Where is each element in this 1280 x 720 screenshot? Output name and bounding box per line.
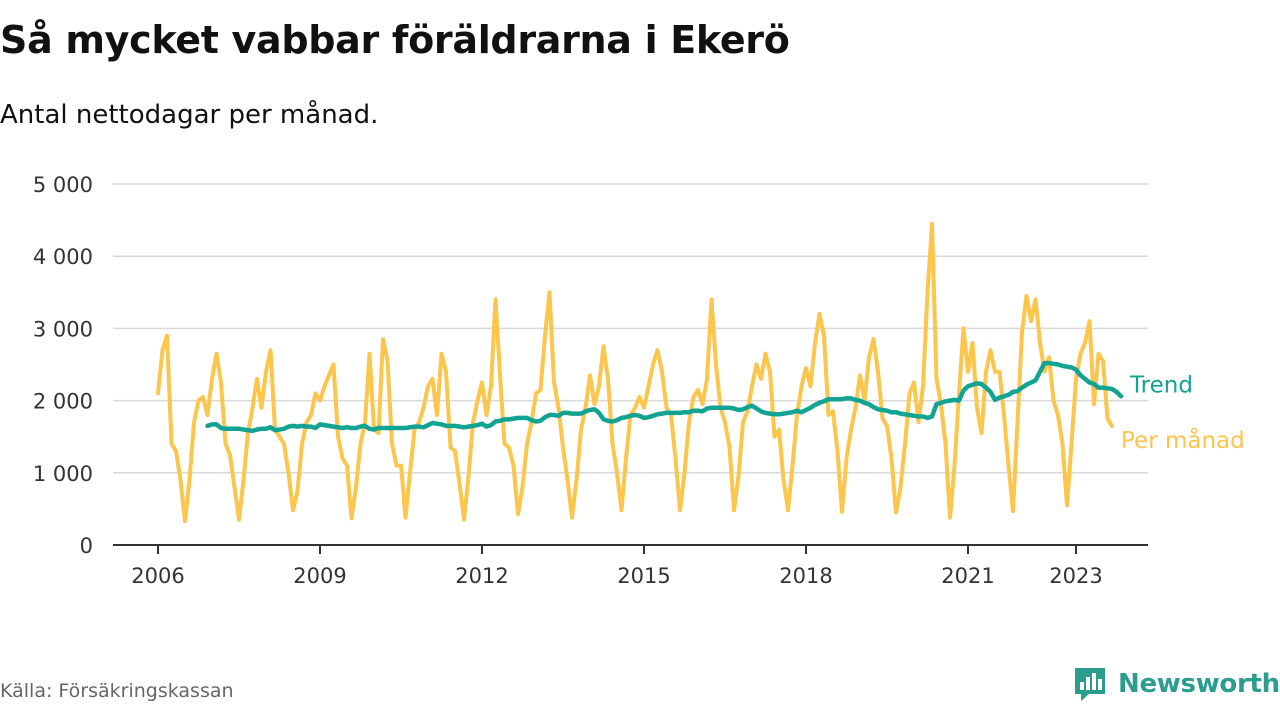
x-tick-label: 2015	[617, 564, 670, 588]
brand-name: Newsworthy	[1118, 669, 1280, 699]
y-tick-label: 3 000	[33, 317, 93, 341]
y-tick-label: 1 000	[33, 462, 93, 486]
trend-series-line	[205, 360, 1124, 434]
monthly-series-line	[156, 221, 1114, 524]
monthly-label: Per månad	[1121, 426, 1245, 454]
x-tick-label: 2012	[455, 564, 508, 588]
trend-label: Trend	[1129, 372, 1193, 398]
x-tick-label: 2006	[131, 564, 184, 588]
y-tick-label: 4 000	[33, 245, 93, 269]
x-tick-label: 2023	[1049, 564, 1102, 588]
y-tick-label: 5 000	[33, 173, 93, 197]
series-labels: Per månad Trend	[1121, 372, 1245, 454]
y-axis-ticks: 0 1 000 2 000 3 000 4 000 5 000	[33, 173, 93, 558]
x-tick-label: 2018	[779, 564, 832, 588]
bar-chart-speech-bubble-icon	[1075, 668, 1105, 701]
series-lines	[156, 221, 1124, 524]
x-tick-label: 2021	[941, 564, 994, 588]
brand-logo[interactable]: Newsworthy	[1072, 664, 1280, 704]
source-note: Källa: Försäkringskassan	[0, 680, 234, 702]
y-tick-label: 2 000	[33, 390, 93, 414]
x-tick-label: 2009	[293, 564, 346, 588]
y-tick-label: 0	[80, 534, 93, 558]
x-axis: 2006 2009 2012 2015 2018 2021 2023	[113, 544, 1148, 588]
chart-subtitle: Antal nettodagar per månad.	[0, 100, 379, 130]
chart-title: Så mycket vabbar föräldrarna i Ekerö	[0, 18, 790, 62]
